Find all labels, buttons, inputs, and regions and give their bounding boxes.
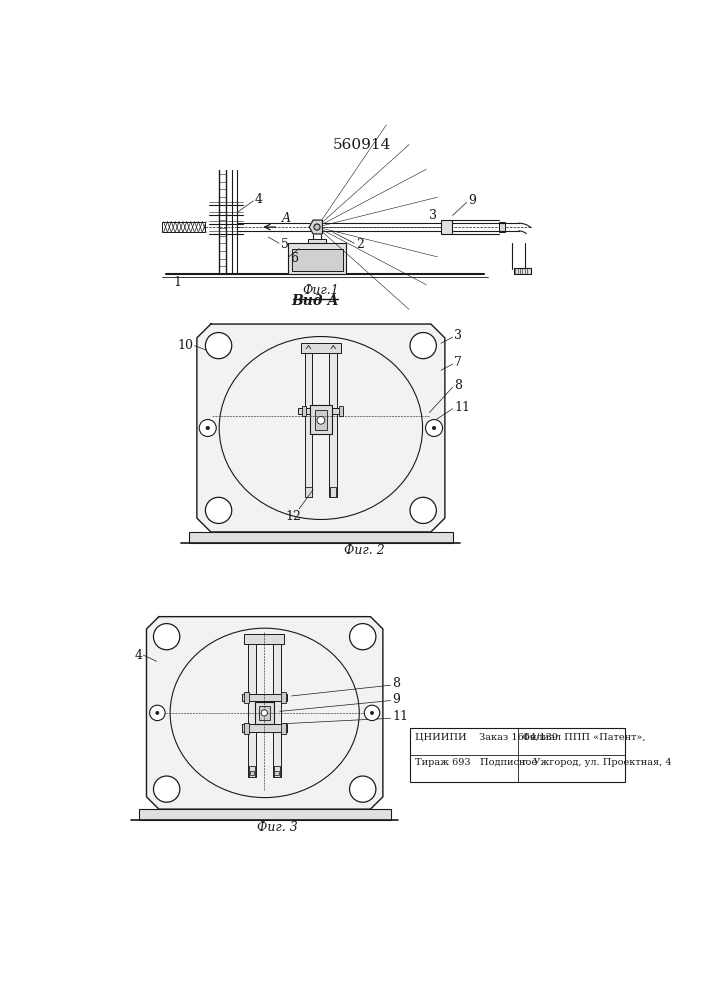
Bar	[330, 487, 337, 497]
Circle shape	[153, 624, 180, 650]
Bar	[274, 766, 280, 777]
Bar	[329, 347, 337, 497]
Text: 560914: 560914	[333, 138, 391, 152]
Circle shape	[317, 416, 325, 424]
Bar	[315, 410, 327, 430]
Text: Вид А: Вид А	[292, 294, 339, 308]
Bar	[339, 406, 344, 416]
Text: 5: 5	[281, 238, 288, 251]
Bar	[255, 702, 274, 724]
Polygon shape	[146, 617, 383, 809]
Text: 3: 3	[429, 209, 438, 222]
Text: Филиал ППП «Патент»,: Филиал ППП «Патент»,	[522, 733, 645, 742]
Bar	[292, 249, 343, 271]
Bar	[274, 771, 279, 775]
Text: 6: 6	[290, 252, 298, 265]
Circle shape	[261, 710, 267, 716]
Bar	[308, 260, 325, 265]
Polygon shape	[309, 220, 322, 234]
Polygon shape	[197, 324, 445, 532]
Text: 4: 4	[134, 649, 143, 662]
Bar	[288, 243, 346, 274]
Circle shape	[206, 426, 209, 430]
Text: ЦНИИПИ    Заказ 1664/139: ЦНИИПИ Заказ 1664/139	[414, 733, 558, 742]
Circle shape	[150, 705, 165, 721]
Bar	[308, 249, 325, 254]
Circle shape	[370, 711, 373, 714]
Bar	[249, 766, 255, 777]
Bar	[242, 694, 287, 701]
Circle shape	[349, 624, 376, 650]
Circle shape	[426, 420, 443, 436]
Bar	[259, 706, 270, 720]
Text: 8: 8	[454, 379, 462, 392]
Bar	[300, 343, 341, 353]
Circle shape	[314, 224, 320, 230]
Bar	[499, 222, 506, 232]
Bar	[305, 487, 312, 497]
Text: 9: 9	[392, 693, 400, 706]
Bar	[244, 692, 249, 703]
Text: 12: 12	[286, 510, 302, 523]
Circle shape	[156, 711, 159, 714]
Bar	[298, 408, 344, 414]
Circle shape	[199, 420, 216, 436]
Text: Фиг. 2: Фиг. 2	[344, 544, 385, 557]
Bar	[441, 220, 452, 234]
Text: A: A	[282, 212, 291, 225]
Circle shape	[410, 497, 436, 523]
Circle shape	[349, 776, 376, 802]
Bar	[410, 728, 626, 782]
Text: 11: 11	[392, 710, 408, 723]
Circle shape	[364, 705, 380, 721]
Bar	[308, 239, 325, 243]
Circle shape	[432, 426, 436, 430]
Bar	[310, 405, 332, 434]
Bar	[250, 771, 255, 775]
Text: 10: 10	[177, 339, 194, 352]
Text: 9: 9	[468, 194, 476, 207]
Bar	[308, 266, 325, 274]
Text: Тираж 693   Подписное: Тираж 693 Подписное	[414, 758, 537, 767]
Text: 1: 1	[173, 276, 182, 289]
Bar	[248, 638, 256, 777]
Bar	[162, 222, 204, 232]
Bar	[139, 809, 391, 820]
Circle shape	[206, 333, 232, 359]
Text: Фиг. 3: Фиг. 3	[257, 821, 298, 834]
Bar	[514, 268, 531, 274]
Bar	[305, 347, 312, 497]
Bar	[281, 723, 286, 734]
Bar	[189, 532, 452, 543]
Text: 4: 4	[255, 193, 263, 206]
Bar	[281, 692, 286, 703]
Text: 11: 11	[454, 401, 470, 414]
Text: 3: 3	[454, 329, 462, 342]
Text: 8: 8	[392, 677, 400, 690]
Text: 7: 7	[454, 356, 462, 369]
Circle shape	[410, 333, 436, 359]
Text: 2: 2	[356, 238, 363, 251]
Bar	[244, 723, 249, 734]
Bar	[273, 638, 281, 777]
Text: Фиг.1: Фиг.1	[303, 284, 339, 297]
Circle shape	[153, 776, 180, 802]
Circle shape	[206, 497, 232, 523]
Text: г. Ужгород, ул. Проектная, 4: г. Ужгород, ул. Проектная, 4	[522, 758, 671, 767]
Bar	[301, 406, 306, 416]
Bar	[244, 634, 284, 644]
Bar	[242, 724, 287, 732]
